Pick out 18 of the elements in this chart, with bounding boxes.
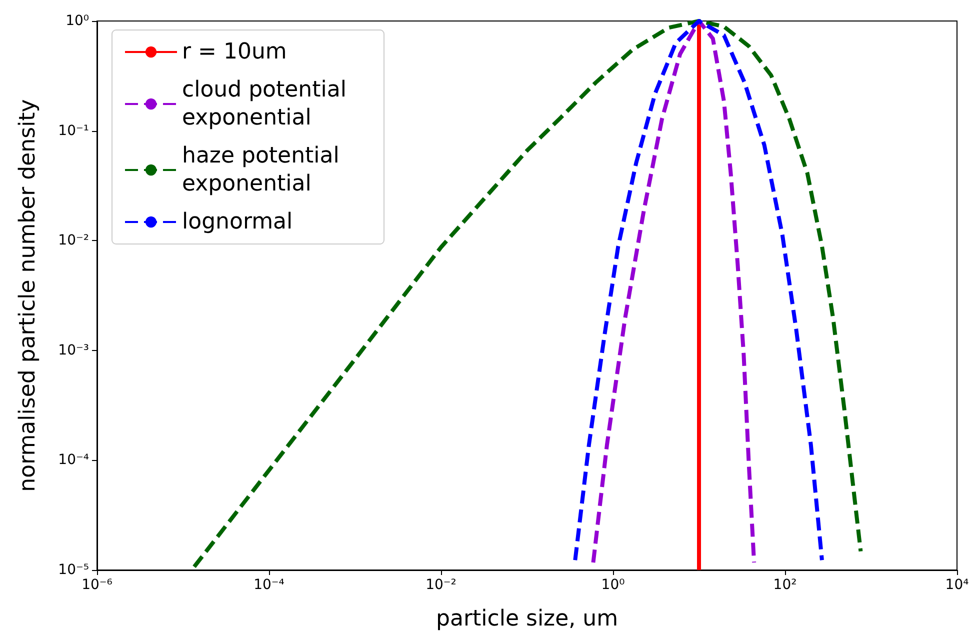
x-tick-label: 10⁰ bbox=[601, 577, 626, 593]
legend-label: r = 10um bbox=[182, 40, 287, 64]
legend-label: cloud potential exponential bbox=[182, 78, 354, 130]
y-tick-label: 10⁻³ bbox=[58, 342, 89, 358]
x-tick-label: 10⁻² bbox=[426, 577, 456, 593]
x-tick-label: 10⁻⁴ bbox=[254, 577, 285, 593]
y-tick-label: 10⁰ bbox=[66, 13, 90, 29]
legend-label: haze potential exponential bbox=[182, 144, 346, 196]
y-axis-title: normalised particle number density bbox=[16, 99, 40, 492]
x-tick-label: 10⁴ bbox=[945, 577, 970, 593]
x-tick-label: 10⁻⁶ bbox=[82, 577, 113, 593]
x-axis-title: particle size, um bbox=[436, 606, 618, 632]
y-tick-label: 10⁻⁵ bbox=[58, 562, 89, 578]
y-tick-label: 10⁻¹ bbox=[58, 122, 89, 139]
x-tick-label: 10² bbox=[773, 577, 797, 593]
legend-label: lognormal bbox=[182, 210, 293, 234]
y-tick-label: 10⁻⁴ bbox=[58, 452, 90, 468]
y-tick-label: 10⁻² bbox=[58, 232, 89, 249]
